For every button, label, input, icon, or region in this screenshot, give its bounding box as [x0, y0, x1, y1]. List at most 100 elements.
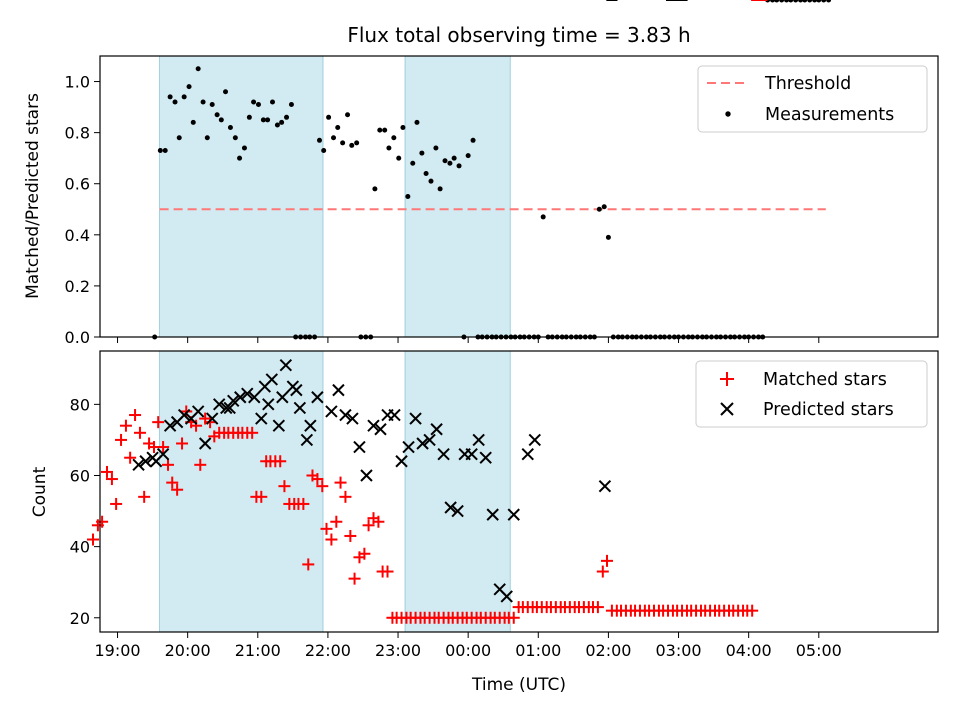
count-series [86, 0, 768, 624]
measurement-point [223, 89, 229, 95]
matched-star-marker [372, 515, 385, 528]
predicted-star-marker [262, 398, 275, 411]
matched-star-marker [358, 547, 371, 560]
predicted-star-marker [416, 437, 429, 450]
predicted-star-marker [177, 408, 191, 422]
measurement-point [218, 117, 224, 123]
measurement-point [770, 0, 776, 3]
x-tick-label: 02:00 [585, 641, 631, 660]
x-tick-label: 19:00 [94, 641, 140, 660]
predicted-star-marker [451, 504, 464, 518]
matched-star-marker [157, 441, 170, 454]
predicted-star-marker [272, 419, 286, 432]
predicted-star-marker [507, 508, 520, 521]
measurement-point [793, 0, 799, 3]
measurement-point [456, 163, 462, 169]
measurement-point [423, 171, 429, 177]
measurement-point [176, 135, 182, 141]
measurement-point [405, 194, 411, 199]
shaded-interval-0 [159, 55, 324, 338]
matched-star-marker [274, 455, 287, 468]
x-tick-label: 22:00 [305, 641, 351, 660]
measurement-point [251, 99, 257, 105]
measurement-point [162, 148, 168, 154]
legend-matched-swatch [720, 372, 734, 386]
legend-threshold-label: Threshold [764, 74, 851, 94]
ratio-y-axis-label: Matched/Predicted stars [23, 93, 43, 299]
measurement-point [354, 140, 360, 146]
measurement-point [316, 137, 322, 143]
measurement-point [428, 178, 434, 184]
measurement-point [335, 125, 341, 131]
measurement-point [167, 94, 173, 100]
measurement-point [326, 114, 332, 120]
matched-star-marker [176, 437, 189, 450]
y-tick-label: 60 [70, 466, 90, 485]
measurement-point [816, 0, 822, 3]
matched-star-marker [124, 451, 137, 464]
predicted-star-marker [472, 433, 485, 447]
matched-star-marker [255, 490, 268, 503]
matched-star-marker [297, 497, 310, 510]
shaded-interval-1 [404, 55, 511, 338]
matched-star-marker [115, 433, 128, 446]
legend-measurements-label: Measurements [765, 105, 894, 125]
measurement-point [186, 84, 192, 90]
y-tick-label: 20 [70, 609, 90, 628]
predicted-star-marker [132, 458, 145, 472]
predicted-star-marker [409, 412, 422, 425]
legend-measurements-swatch [725, 111, 731, 117]
predicted-star-marker [304, 419, 317, 432]
measurement-point [784, 0, 790, 3]
ratio-x-ticks [117, 337, 820, 343]
matched-star-marker [362, 519, 375, 532]
predicted-star-marker [139, 455, 152, 468]
matched-star-marker [344, 529, 357, 542]
predicted-star-marker [248, 391, 261, 404]
measurement-point [414, 119, 420, 125]
measurement-point [279, 119, 285, 125]
measurement-point [410, 160, 416, 166]
measurement-point [391, 135, 397, 141]
matched-star-marker [311, 473, 324, 486]
x-tick-label: 21:00 [235, 641, 281, 660]
measurement-point [798, 0, 804, 3]
matched-star-marker [246, 426, 259, 439]
measurement-point [260, 117, 266, 123]
predicted-star-marker [290, 383, 303, 397]
predicted-star-marker [374, 423, 387, 436]
y-tick-label: 0.8 [65, 124, 90, 143]
measurement-point [181, 94, 187, 100]
predicted-star-marker [279, 359, 293, 372]
measurement-point [321, 148, 327, 154]
legend-predicted-label: Predicted stars [763, 400, 894, 420]
predicted-star-marker [479, 451, 492, 464]
y-tick-label: 0.4 [65, 226, 90, 245]
predicted-star-marker [156, 447, 170, 461]
predicted-star-marker [311, 391, 324, 404]
predicted-star-marker [198, 437, 212, 450]
measurement-point [265, 117, 271, 123]
measurement-point [204, 135, 210, 141]
matched-star-marker [339, 490, 352, 503]
y-tick-label: 0.2 [65, 277, 90, 296]
y-tick-label: 80 [70, 395, 90, 414]
measurement-point [241, 145, 247, 151]
predicted-star-marker [265, 373, 279, 386]
count-panel-frame [99, 350, 939, 633]
matched-star-marker [591, 601, 604, 614]
predicted-star-marker [465, 447, 478, 461]
predicted-star-marker [388, 408, 401, 422]
ratio-legend: Threshold Measurements [697, 65, 928, 133]
predicted-star-marker [300, 433, 314, 447]
ratio-y-ticks: 0.0 0.2 0.4 0.6 0.8 1.0 [65, 73, 100, 347]
count-legend-box [695, 360, 928, 428]
count-legend: Matched stars Predicted stars [695, 360, 928, 428]
predicted-star-marker [430, 423, 443, 436]
matched-star-marker [325, 533, 338, 546]
measurement-point [190, 119, 196, 125]
measurement-point [200, 99, 206, 105]
matched-star-marker [601, 554, 614, 567]
measurement-point [246, 114, 252, 120]
